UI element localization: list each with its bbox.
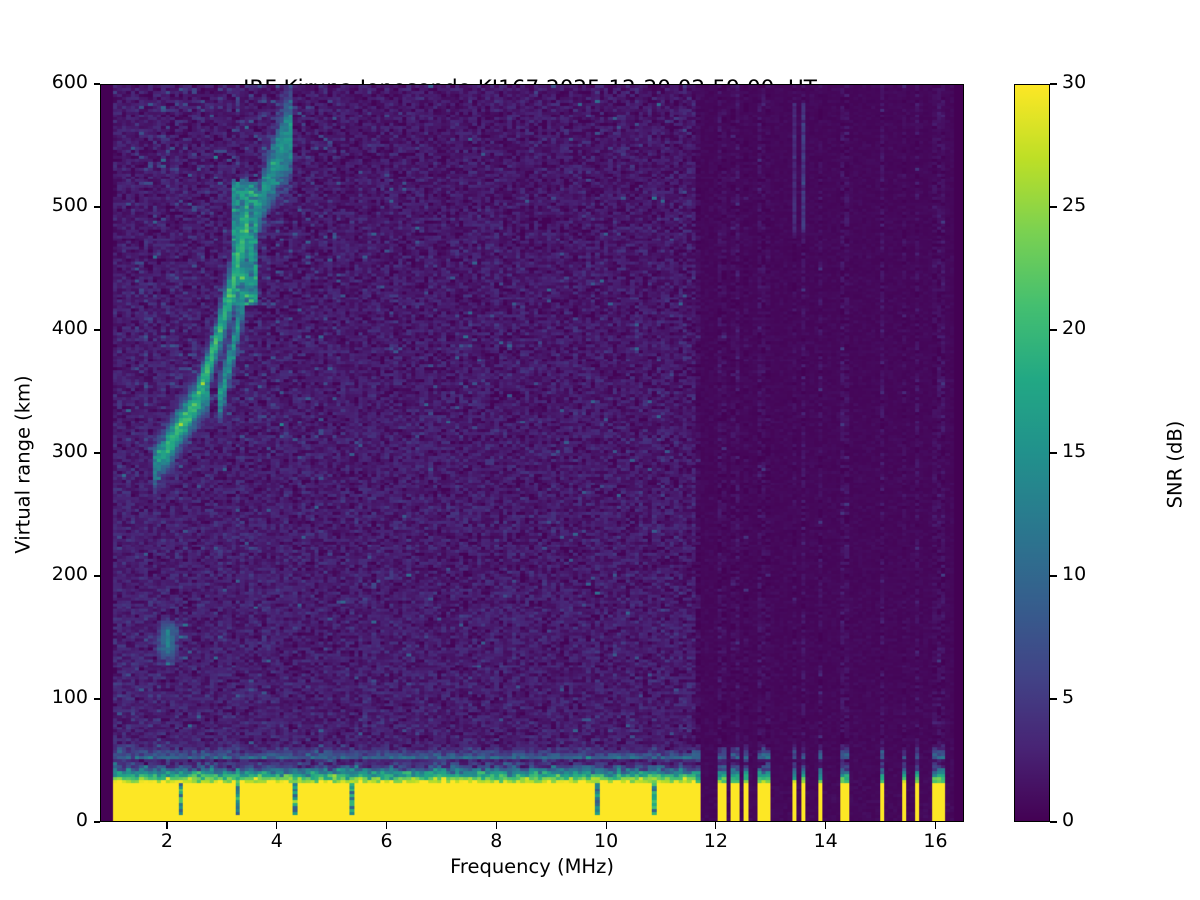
colorbar-tick-mark (1050, 698, 1057, 700)
ionogram-plot-area[interactable] (100, 84, 964, 822)
y-tick-mark (93, 575, 100, 577)
snr-heatmap[interactable] (101, 85, 963, 821)
x-tick-mark (166, 822, 168, 829)
y-axis-label: Virtual range (km) (11, 375, 35, 554)
x-tick-label-16: 16 (923, 830, 948, 852)
y-tick-mark (93, 452, 100, 454)
colorbar-tick-mark (1050, 329, 1057, 331)
colorbar-tick-mark (1050, 83, 1057, 85)
x-tick-mark (385, 822, 388, 829)
y-tick-mark (93, 698, 100, 700)
colorbar-tick-label-15: 15 (1062, 440, 1087, 462)
x-tick-label-12: 12 (703, 830, 728, 852)
x-tick-mark (495, 822, 497, 829)
x-tick-label-2: 2 (160, 830, 173, 852)
colorbar-gradient (1015, 85, 1049, 821)
y-tick-label-300: 300 (51, 440, 88, 462)
x-tick-mark (276, 822, 278, 829)
y-tick-label-0: 0 (75, 809, 88, 831)
colorbar-tick-label-0: 0 (1062, 809, 1075, 831)
colorbar-tick-mark (1050, 575, 1057, 577)
x-tick-mark (605, 822, 607, 829)
y-tick-label-600: 600 (51, 71, 88, 93)
x-tick-label-8: 8 (490, 830, 503, 852)
colorbar-tick-label-30: 30 (1062, 71, 1087, 93)
colorbar-label: SNR (dB) (1163, 420, 1187, 509)
x-tick-label-6: 6 (380, 830, 393, 852)
y-tick-label-100: 100 (51, 686, 88, 708)
x-axis-label: Frequency (MHz) (450, 855, 614, 878)
x-tick-label-10: 10 (594, 830, 619, 852)
x-tick-mark (934, 822, 937, 829)
x-tick-mark (715, 822, 717, 829)
colorbar-tick-mark (1050, 206, 1057, 208)
x-tick-mark (825, 822, 827, 829)
colorbar-tick-mark (1050, 821, 1057, 823)
colorbar-tick-label-10: 10 (1062, 563, 1087, 585)
y-tick-mark (93, 329, 100, 331)
colorbar-tick-label-20: 20 (1062, 317, 1087, 339)
colorbar[interactable] (1014, 84, 1050, 822)
y-tick-mark (93, 821, 100, 823)
y-tick-label-200: 200 (51, 563, 88, 585)
y-tick-label-400: 400 (51, 317, 88, 339)
colorbar-tick-mark (1050, 452, 1057, 454)
y-tick-mark (93, 83, 100, 85)
y-tick-label-500: 500 (51, 194, 88, 216)
y-tick-mark (93, 206, 100, 208)
colorbar-tick-label-5: 5 (1062, 686, 1075, 708)
x-tick-label-14: 14 (813, 830, 838, 852)
colorbar-tick-label-25: 25 (1062, 194, 1087, 216)
x-tick-label-4: 4 (270, 830, 283, 852)
